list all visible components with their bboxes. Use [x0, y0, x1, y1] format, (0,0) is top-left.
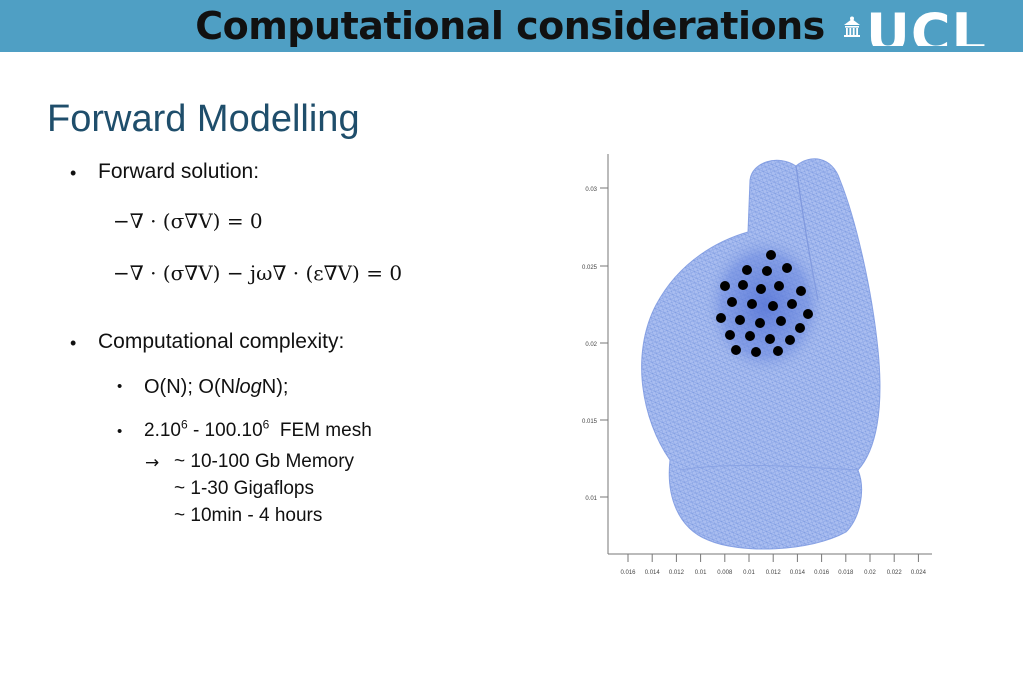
electrode	[727, 297, 737, 307]
electrode	[762, 266, 772, 276]
memory-requirement: ~ 10-100 Gb Memory	[174, 451, 355, 472]
x-tick-label: 0.018	[838, 570, 854, 576]
electrode	[787, 299, 797, 309]
x-tick-label: 0.024	[911, 570, 927, 576]
x-tick-label: 0.01	[695, 570, 707, 576]
bullet-order-complexity: O(N); O(NlogN);	[144, 376, 288, 399]
electrode	[773, 346, 783, 356]
electrode	[725, 330, 735, 340]
order-log: log	[235, 376, 262, 398]
electrode	[756, 284, 766, 294]
electrode	[768, 301, 778, 311]
electrode	[803, 309, 813, 319]
electrode	[785, 335, 795, 345]
x-tick-label: 0.022	[887, 570, 903, 576]
bullet-marker: •	[117, 423, 123, 440]
mesh-mid: - 100.10	[187, 420, 263, 441]
bullet-marker: •	[70, 333, 77, 353]
brain-mesh	[641, 158, 881, 550]
x-tick-label: 0.02	[864, 570, 876, 576]
x-tick-label: 0.01	[743, 570, 755, 576]
y-tick-label: 0.025	[582, 265, 598, 271]
electrode	[782, 263, 792, 273]
slide-title: Computational considerations	[195, 4, 825, 48]
x-tick-label: 0.008	[717, 570, 733, 576]
electrode	[755, 318, 765, 328]
x-ticks: 0.016 0.014 0.012 0.01 0.008 0.01 0.012 0.014 0.…	[620, 554, 927, 576]
gigaflops-requirement: ~ 1-30 Gigaflops	[174, 478, 314, 499]
mesh-a: 2.10	[144, 420, 181, 441]
y-tick-label: 0.015	[582, 419, 598, 425]
electrode-array	[716, 250, 813, 357]
bullet-computational-complexity: Computational complexity:	[98, 330, 345, 353]
axes	[607, 154, 932, 555]
ucl-logo-text: UCL	[866, 4, 987, 46]
equation-complex: −∇ · (σ∇V) − jω∇ · (ε∇V) = 0	[113, 261, 403, 285]
arrow-icon: →	[145, 453, 160, 473]
electrode	[720, 281, 730, 291]
section-heading: Forward Modelling	[47, 98, 360, 140]
x-tick-label: 0.016	[620, 570, 636, 576]
time-requirement: ~ 10min - 4 hours	[174, 505, 323, 526]
electrode	[745, 331, 755, 341]
electrode	[796, 286, 806, 296]
electrode	[716, 313, 726, 323]
bullet-marker: •	[117, 378, 123, 395]
electrode	[765, 334, 775, 344]
mesh-exp-b: 6	[262, 417, 270, 432]
x-tick-label: 0.014	[790, 570, 806, 576]
mesh-exp-a: 6	[180, 417, 188, 432]
electrode	[731, 345, 741, 355]
y-tick-label: 0.02	[585, 342, 597, 348]
y-tick-label: 0.01	[585, 496, 597, 502]
electrode	[795, 323, 805, 333]
x-tick-label: 0.016	[814, 570, 830, 576]
ucl-logo: UCL	[842, 4, 992, 52]
x-tick-label: 0.014	[645, 570, 661, 576]
mesh-suffix: FEM mesh	[269, 420, 372, 441]
y-tick-label: 0.03	[585, 187, 597, 193]
electrode	[751, 347, 761, 357]
bullet-marker: •	[70, 163, 77, 183]
y-ticks: 0.03 0.025 0.02 0.015 0.01	[582, 187, 608, 502]
bullet-fem-mesh: 2.106 - 100.106 FEM mesh	[144, 417, 372, 442]
electrode	[776, 316, 786, 326]
order-suffix: N);	[261, 376, 289, 398]
electrode	[747, 299, 757, 309]
electrode	[774, 281, 784, 291]
bullet-forward-solution: Forward solution:	[98, 160, 260, 183]
electrode	[738, 280, 748, 290]
order-prefix: O(N); O(N	[144, 376, 236, 398]
portico-icon	[844, 16, 860, 37]
x-tick-label: 0.012	[766, 570, 782, 576]
electrode	[766, 250, 776, 260]
electrode	[742, 265, 752, 275]
equation-laplace: −∇ · (σ∇V) = 0	[113, 209, 263, 233]
electrode	[735, 315, 745, 325]
x-tick-label: 0.012	[669, 570, 685, 576]
